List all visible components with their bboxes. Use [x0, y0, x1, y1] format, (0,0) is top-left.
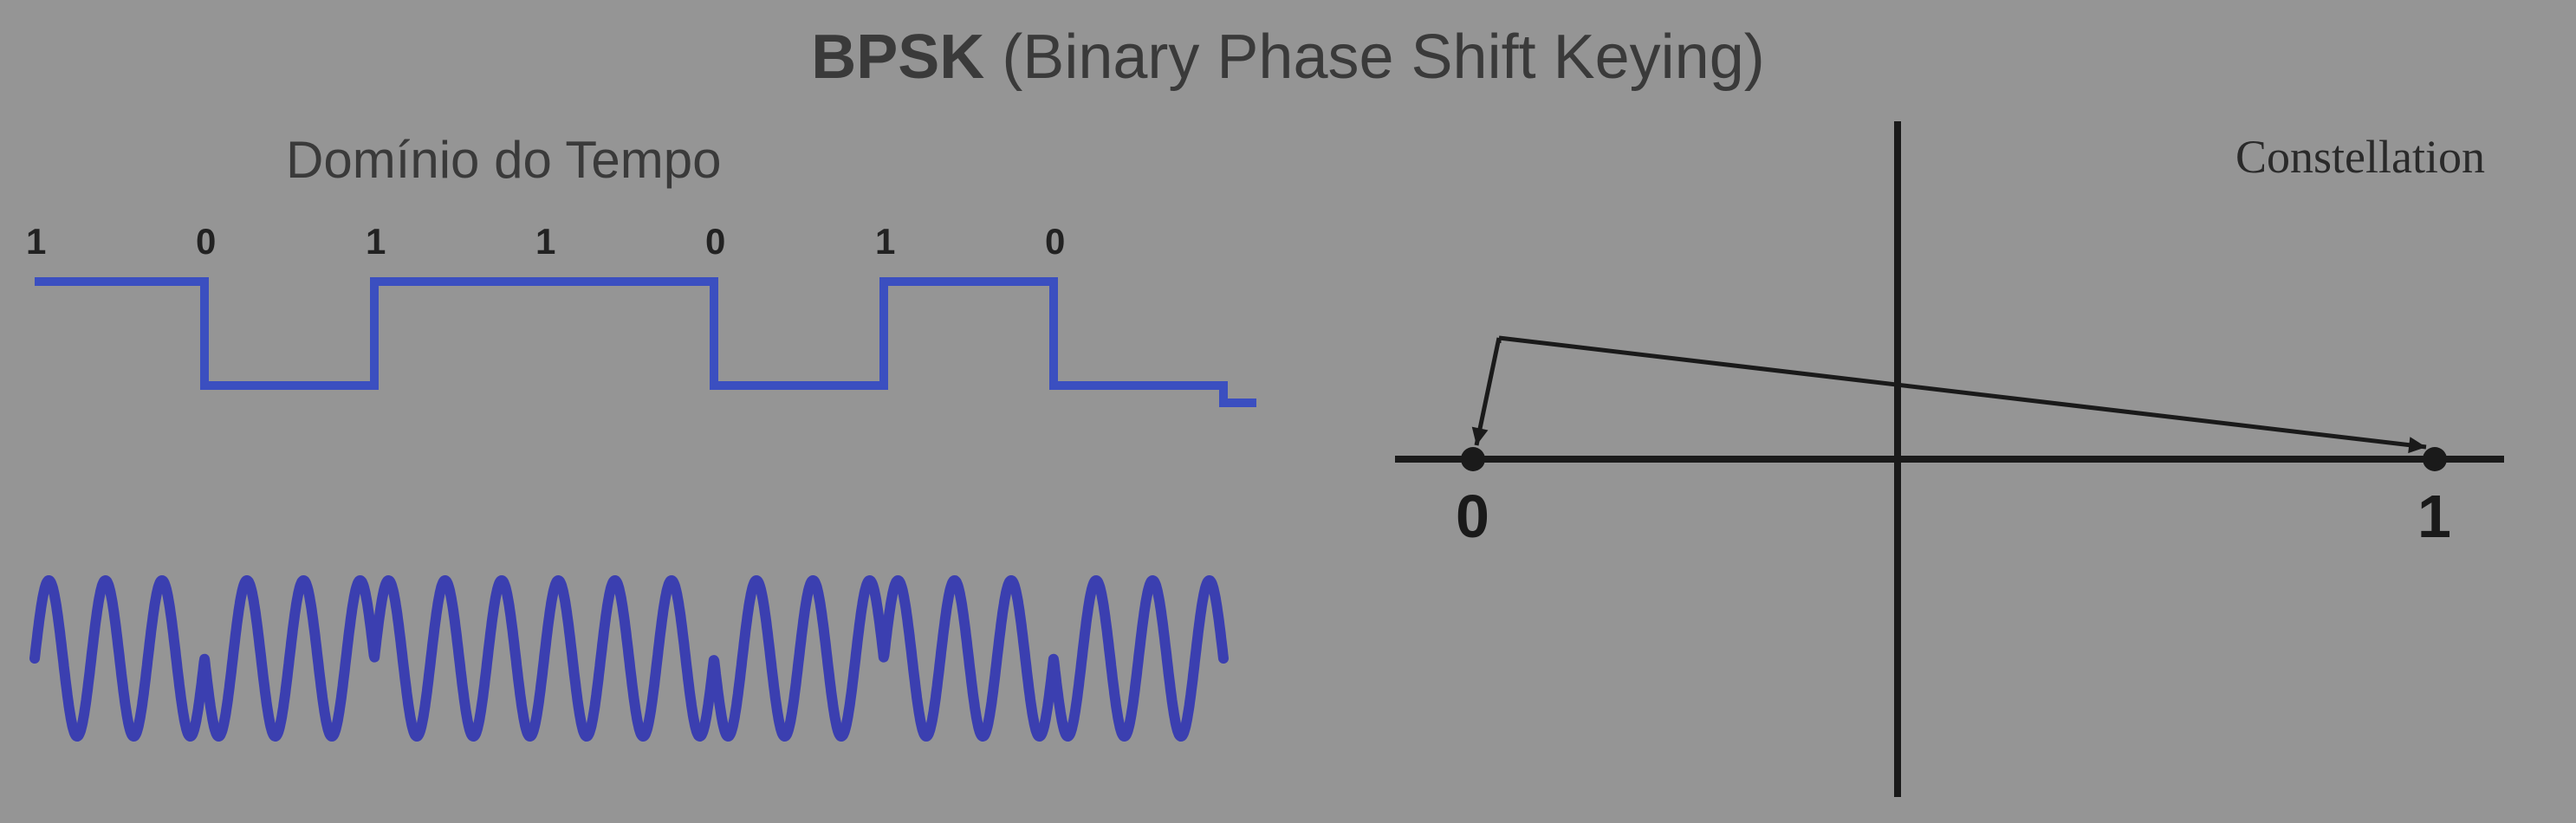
bpsk-waveform [26, 572, 1256, 762]
bit-label: 1 [366, 221, 535, 262]
time-domain-label: Domínio do Tempo [286, 130, 722, 190]
bit-label: 1 [875, 221, 1045, 262]
constellation-point-1 [2423, 447, 2447, 471]
bit-sequence: 1011010 [26, 221, 1215, 262]
title-acronym: BPSK [811, 23, 984, 92]
constellation-label-0: 0 [1456, 483, 1489, 550]
title-expansion: (Binary Phase Shift Keying) [984, 23, 1764, 92]
bpsk-wave-path [35, 580, 1223, 736]
bit-label: 0 [196, 221, 366, 262]
bit-label: 0 [1045, 221, 1215, 262]
page-title: BPSK (Binary Phase Shift Keying) [811, 22, 1764, 93]
constellation-label-1: 1 [2417, 483, 2451, 550]
bit-label: 0 [705, 221, 875, 262]
constellation-diagram: 01 [1360, 113, 2573, 823]
square-wave-diagram [26, 264, 1256, 437]
arrow-to-0 [1472, 338, 1499, 445]
constellation-point-0 [1461, 447, 1485, 471]
square-wave-path [35, 282, 1256, 403]
arrow-to-1 [1499, 338, 2426, 453]
bit-label: 1 [26, 221, 196, 262]
bit-label: 1 [535, 221, 705, 262]
